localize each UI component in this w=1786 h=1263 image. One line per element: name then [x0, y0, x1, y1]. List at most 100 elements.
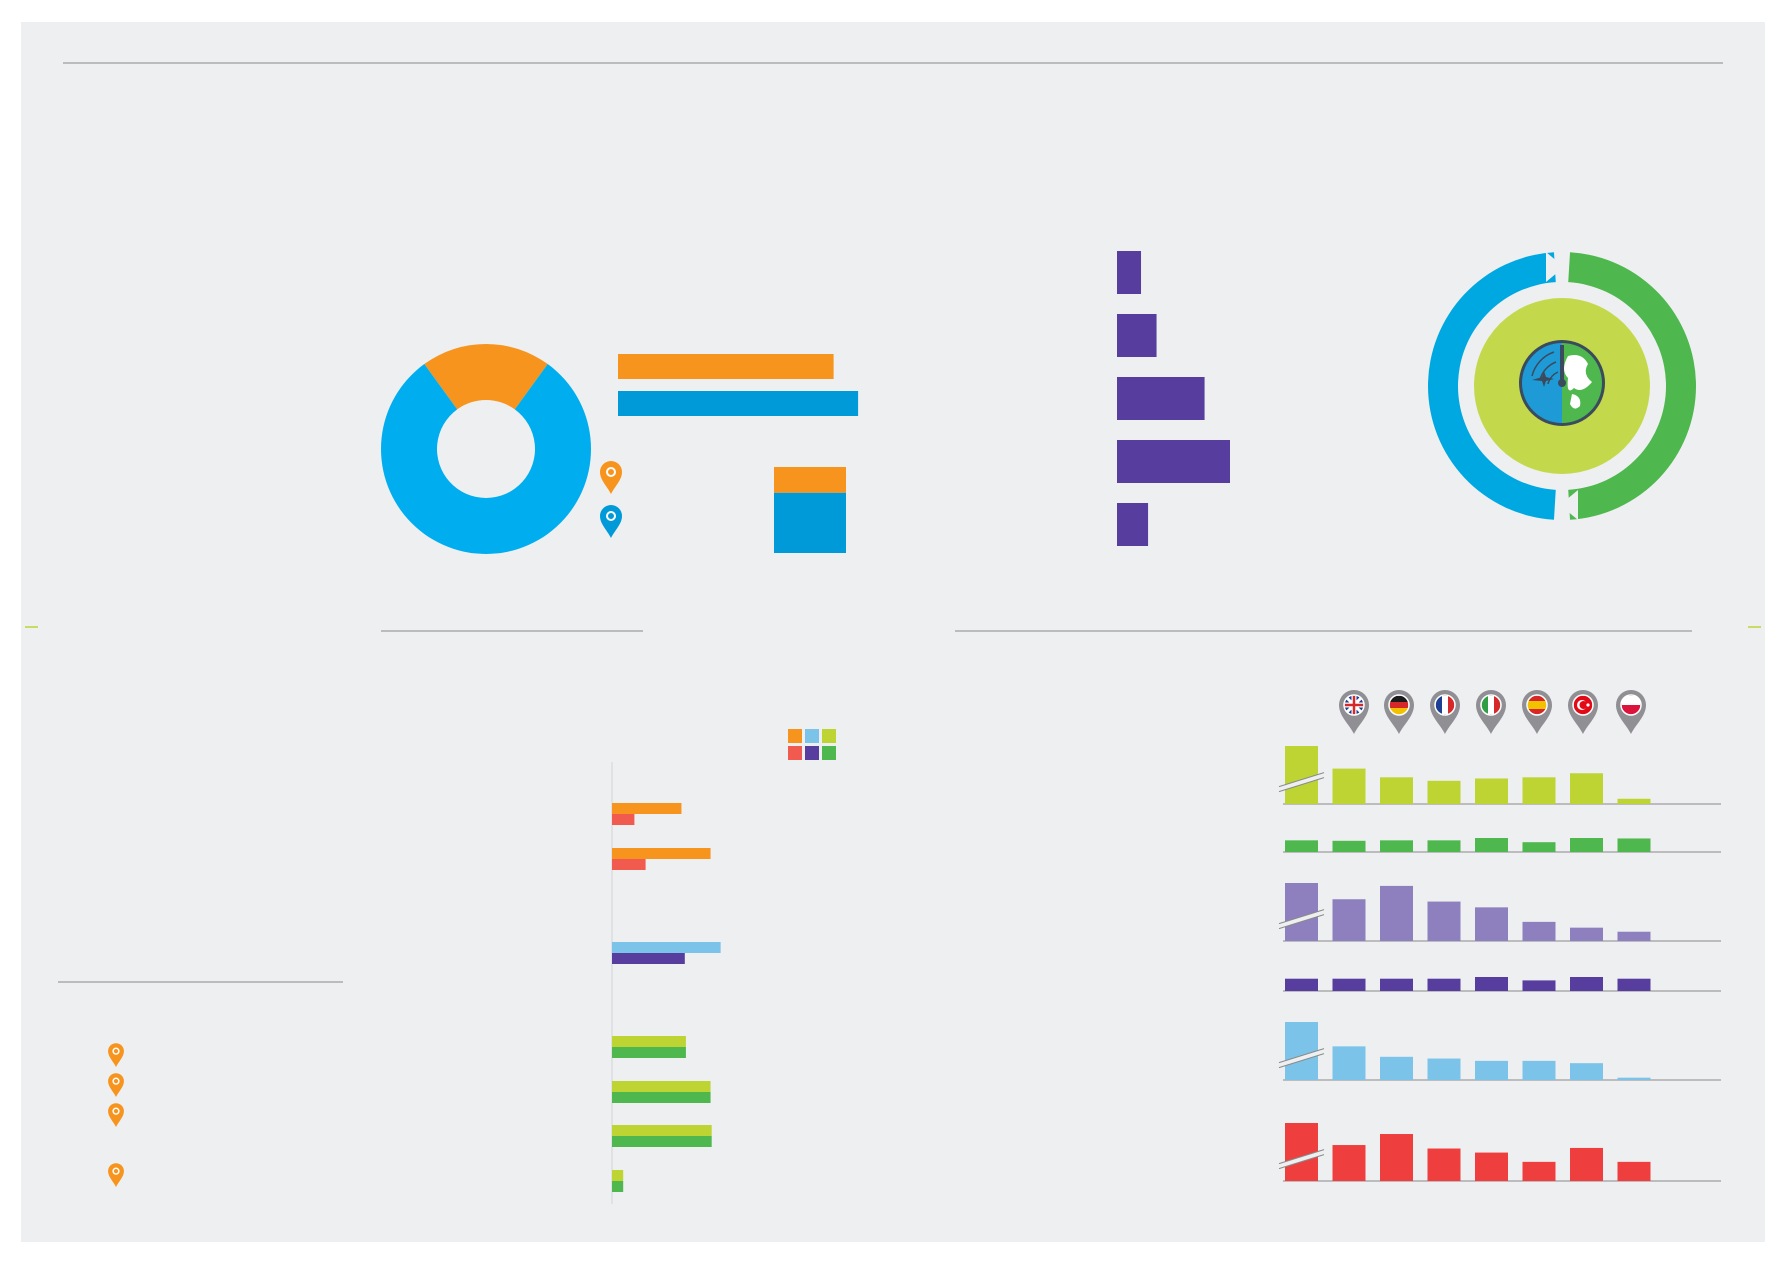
- flag-face: [1528, 696, 1546, 714]
- multiple-bar: [1522, 921, 1556, 941]
- multiple-bar: [1570, 838, 1603, 852]
- flag-band: [1494, 696, 1500, 714]
- flag-border: [1388, 694, 1410, 716]
- multiple-bar: [1380, 777, 1413, 804]
- flag-border: [1620, 694, 1642, 716]
- flag-face: [1344, 695, 1364, 715]
- multiple-bar: [1332, 978, 1366, 991]
- airplane-icon: [1532, 371, 1554, 387]
- multiple-bar: [1380, 1134, 1413, 1181]
- flag-band: [1622, 705, 1640, 714]
- multiple-bar: [1617, 978, 1651, 991]
- axis-break-line: [1278, 909, 1325, 925]
- flag-cross-red: [1345, 696, 1363, 714]
- italy-flag-icon: [1476, 690, 1506, 734]
- multiple-bar: [1617, 838, 1651, 852]
- multiple-bar: [1570, 773, 1603, 804]
- purple-bar: [1117, 503, 1149, 546]
- purple-bar: [1117, 251, 1142, 294]
- flag-band: [1390, 702, 1408, 708]
- multiple-bar: [1522, 1060, 1556, 1080]
- pin-hole: [606, 467, 616, 477]
- globe-continent: [1564, 355, 1592, 391]
- multiple-bar: [1475, 838, 1508, 852]
- flag-band: [1448, 696, 1454, 714]
- cycle-ring-segment: [1428, 252, 1556, 520]
- multiple-bar: [1427, 978, 1461, 991]
- flag-crescent-cut: [1579, 701, 1588, 709]
- pin-hole: [112, 1047, 120, 1055]
- multiple-bar: [1285, 883, 1318, 941]
- grouped-bar: [612, 942, 721, 953]
- flag-border: [1434, 694, 1456, 716]
- france-flag-icon: [1430, 690, 1460, 734]
- pin-shape: [600, 461, 622, 494]
- multiple-bar: [1380, 885, 1413, 941]
- multiple-bar: [1522, 777, 1556, 804]
- map-pin-icon: [600, 505, 622, 538]
- axis-break-line: [1278, 1048, 1325, 1064]
- flag-band: [1390, 708, 1408, 714]
- axis-break-line: [1278, 914, 1325, 930]
- axis-break-line: [1278, 772, 1325, 788]
- pin-hole: [112, 1107, 120, 1115]
- pin-shape: [108, 1073, 124, 1097]
- flag-star: [1586, 703, 1590, 707]
- flag-band: [1436, 696, 1442, 714]
- multiple-bar: [1332, 899, 1366, 941]
- axis-break-mark: [1279, 1149, 1324, 1169]
- legend-swatch: [805, 729, 819, 743]
- multiple-bar: [1617, 931, 1651, 941]
- pin-shape: [108, 1043, 124, 1067]
- uk-flag-icon: [1339, 690, 1369, 734]
- grouped-bar: [612, 1181, 624, 1192]
- flag-face: [1574, 696, 1592, 714]
- map-pin-icon: [108, 1103, 124, 1127]
- multiple-bar: [1427, 840, 1461, 852]
- multiple-bar: [1617, 1077, 1651, 1080]
- donut-legend: [600, 461, 622, 538]
- grouped-bar: [612, 1170, 624, 1181]
- multiple-bar: [1617, 1161, 1651, 1181]
- stacked-segment: [774, 492, 846, 553]
- multiple-bar: [1522, 980, 1556, 991]
- flag-border: [1480, 694, 1502, 716]
- turkey-flag-icon: [1568, 690, 1598, 734]
- axis-break-mark: [1279, 772, 1324, 792]
- donut-slice: [381, 364, 591, 554]
- axis-break-mark: [1279, 909, 1324, 929]
- cycle-ring-chart: [1428, 252, 1696, 520]
- legend-swatch: [805, 746, 819, 760]
- stacked-segment: [774, 467, 846, 493]
- purple-bar-chart: [1117, 251, 1230, 546]
- donut-chart: [381, 344, 591, 554]
- flag-band: [1390, 696, 1408, 702]
- poland-flag-icon: [1616, 690, 1646, 734]
- axis-break-line: [1278, 777, 1325, 793]
- location-pin-list: [108, 1043, 124, 1187]
- multiple-bar: [1570, 1147, 1603, 1181]
- multiple-bar: [1285, 1123, 1318, 1181]
- flag-border: [1343, 694, 1365, 716]
- axis-break-line: [1278, 1154, 1325, 1170]
- globe-continent: [1570, 394, 1581, 409]
- grouped-bar: [612, 1092, 711, 1103]
- grouped-bar: [612, 814, 635, 825]
- pin-shape: [108, 1103, 124, 1127]
- multiple-bar: [1475, 778, 1508, 804]
- multiple-bar: [1475, 1152, 1508, 1181]
- germany-flag-icon: [1384, 690, 1414, 734]
- purple-bar: [1117, 440, 1230, 483]
- multiple-bar: [1285, 978, 1318, 991]
- grouped-bar: [612, 1036, 686, 1047]
- legend-swatch: [822, 746, 836, 760]
- map-pin-icon: [108, 1043, 124, 1067]
- multiple-bar: [1427, 901, 1461, 941]
- comparison-bar-chart: [618, 354, 859, 416]
- multiple-bar: [1475, 1060, 1508, 1080]
- background-panel: [21, 22, 1765, 1242]
- country-flag-row: [1339, 690, 1646, 734]
- flag-face: [1436, 696, 1454, 714]
- multiple-bar: [1380, 978, 1413, 991]
